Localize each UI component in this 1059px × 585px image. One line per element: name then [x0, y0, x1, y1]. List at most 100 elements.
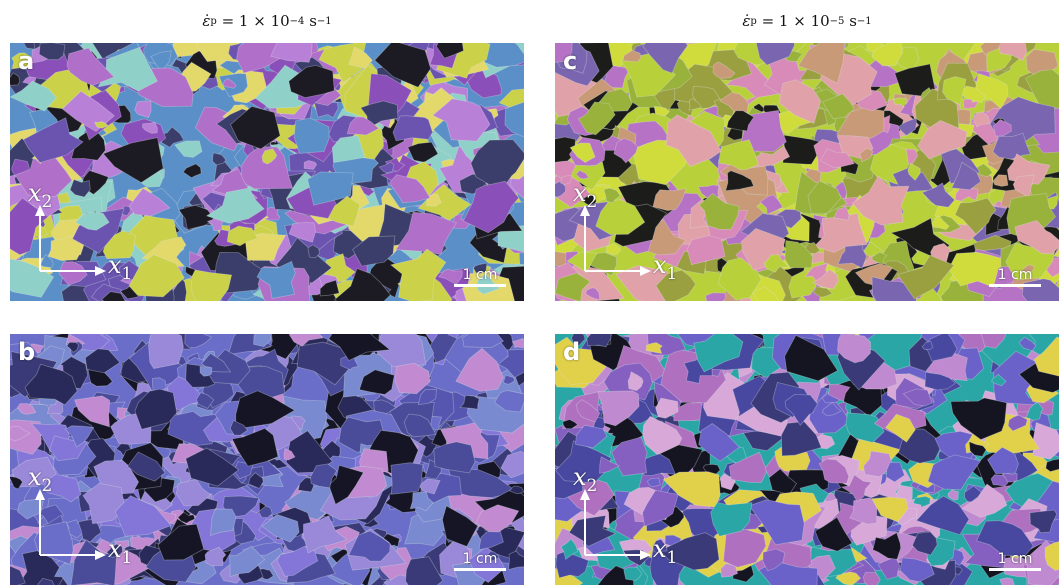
- grain: [61, 90, 116, 132]
- grain: [871, 496, 909, 523]
- grain: [289, 334, 324, 347]
- axes-arrows: [580, 489, 651, 560]
- grain: [1007, 414, 1028, 432]
- grain: [892, 97, 908, 108]
- grain: [710, 501, 753, 537]
- grain: [293, 117, 330, 154]
- grain: [921, 182, 956, 208]
- grain: [261, 148, 278, 165]
- grain: [33, 521, 74, 565]
- scale-bar-label: 1 cm: [997, 267, 1033, 283]
- strain-rate-unit: s: [304, 12, 317, 30]
- column-header-right: ε̇ p = 1 × 10 −5 s −1: [555, 4, 1059, 38]
- strain-rate-value: = 1 × 10: [756, 12, 830, 30]
- grain: [230, 105, 281, 150]
- grain: [256, 260, 296, 299]
- strain-rate-symbol: ε̇: [202, 12, 211, 30]
- grain: [331, 135, 366, 164]
- axes-arrows: [35, 205, 106, 276]
- grain: [555, 43, 573, 63]
- grain: [455, 347, 504, 392]
- grain: [405, 556, 444, 585]
- grain: [990, 373, 1007, 387]
- grain: [990, 474, 1009, 487]
- grain: [40, 253, 54, 269]
- grain: [10, 565, 26, 585]
- strain-rate-value: = 1 × 10: [216, 12, 290, 30]
- grain: [931, 214, 950, 231]
- panel-letter: c: [563, 47, 578, 75]
- grain: [814, 516, 853, 552]
- grain: [915, 495, 970, 536]
- grain: [1033, 336, 1059, 377]
- grain: [722, 522, 767, 568]
- scale-bar-line: [989, 284, 1041, 287]
- grain: [987, 446, 1019, 475]
- grain: [307, 244, 320, 259]
- grain: [712, 61, 736, 79]
- grain: [510, 173, 524, 200]
- grain: [66, 341, 79, 353]
- grain: [10, 80, 57, 112]
- grain: [927, 454, 982, 491]
- grain: [106, 543, 123, 559]
- grain: [427, 334, 462, 364]
- grain: [409, 491, 434, 512]
- scale-bar-line: [989, 568, 1041, 571]
- grain: [653, 105, 671, 117]
- grain: [871, 251, 888, 265]
- grain: [646, 477, 661, 488]
- grain: [763, 254, 790, 273]
- grain: [833, 205, 850, 221]
- grain: [947, 489, 959, 501]
- grain: [726, 110, 755, 132]
- grain: [652, 538, 668, 554]
- grain: [417, 388, 437, 406]
- scale-bar-label: 1 cm: [462, 267, 498, 283]
- grain: [196, 43, 241, 63]
- grain: [807, 180, 842, 214]
- column-header-left: ε̇ p = 1 × 10 −4 s −1: [10, 4, 524, 38]
- grain: [1032, 422, 1059, 460]
- grain: [961, 85, 987, 104]
- grain: [642, 489, 679, 527]
- grain: [270, 43, 313, 63]
- grain: [433, 441, 476, 474]
- grain: [395, 211, 457, 255]
- micrograph-panel-a: a x2 x1 1 cm: [10, 43, 524, 301]
- grain: [37, 577, 55, 585]
- grain: [93, 121, 109, 129]
- grain: [662, 471, 721, 508]
- grain: [613, 137, 639, 164]
- grain: [725, 170, 755, 192]
- grain: [568, 515, 617, 547]
- grain: [229, 545, 266, 578]
- grain: [358, 369, 395, 395]
- grain: [66, 47, 115, 86]
- scale-bar: 1 cm: [454, 551, 506, 571]
- grain: [911, 531, 938, 556]
- grain: [917, 120, 968, 160]
- grain: [174, 140, 203, 158]
- grain: [205, 187, 265, 224]
- grain: [698, 192, 740, 230]
- grain: [38, 43, 66, 61]
- grain: [877, 556, 901, 580]
- grain: [394, 362, 431, 395]
- grain: [319, 279, 340, 297]
- grain: [348, 46, 373, 69]
- grain: [642, 43, 689, 74]
- scale-bar: 1 cm: [989, 551, 1041, 571]
- grain: [348, 530, 391, 562]
- grain: [352, 235, 396, 267]
- grain: [837, 241, 868, 269]
- grain: [390, 248, 447, 301]
- grain: [148, 334, 184, 369]
- grain: [441, 505, 479, 547]
- grain: [555, 180, 566, 198]
- grain: [968, 441, 987, 457]
- strain-rate-subscript: p: [210, 15, 217, 27]
- grain: [840, 474, 873, 503]
- grain: [902, 388, 933, 407]
- grain: [307, 171, 354, 206]
